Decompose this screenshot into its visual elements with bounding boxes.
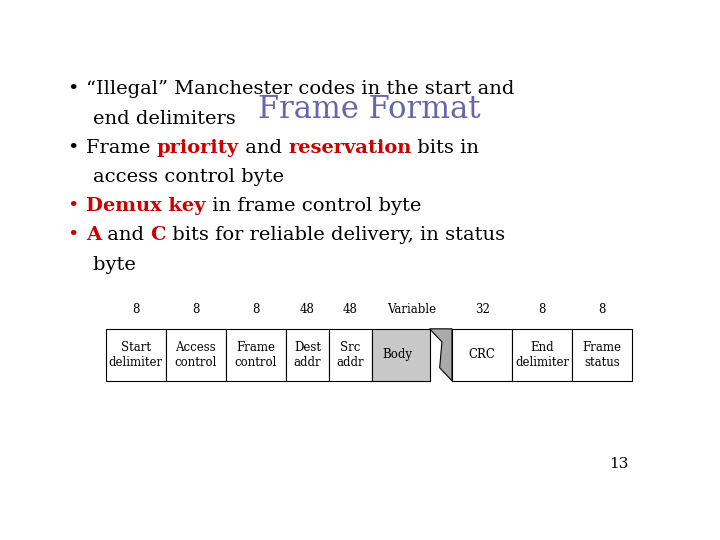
- Text: reservation: reservation: [288, 139, 411, 157]
- Text: 48: 48: [343, 303, 358, 316]
- Text: Dest
addr: Dest addr: [294, 341, 321, 369]
- Polygon shape: [430, 329, 452, 381]
- Text: Frame
status: Frame status: [582, 341, 622, 369]
- Text: 13: 13: [609, 457, 629, 471]
- Bar: [452, 329, 512, 381]
- Text: A: A: [86, 226, 101, 244]
- Text: End
delimiter: End delimiter: [515, 341, 570, 369]
- Text: byte: byte: [68, 255, 136, 273]
- Text: •: •: [68, 226, 86, 244]
- Bar: [329, 329, 372, 381]
- Text: 8: 8: [132, 303, 140, 316]
- Text: “Illegal” Manchester codes in the start and: “Illegal” Manchester codes in the start …: [86, 80, 514, 98]
- Text: Frame: Frame: [86, 139, 157, 157]
- Text: and: and: [239, 139, 288, 157]
- Text: end delimiters: end delimiters: [68, 110, 236, 127]
- Text: C: C: [150, 226, 166, 244]
- Text: bits in: bits in: [411, 139, 480, 157]
- Text: Access
control: Access control: [175, 341, 217, 369]
- Text: access control byte: access control byte: [68, 168, 284, 186]
- Text: 48: 48: [300, 303, 315, 316]
- Text: •: •: [68, 80, 86, 98]
- Text: 32: 32: [474, 303, 490, 316]
- Text: bits for reliable delivery, in status: bits for reliable delivery, in status: [166, 226, 505, 244]
- Bar: [286, 329, 329, 381]
- Text: in frame control byte: in frame control byte: [205, 197, 421, 215]
- Bar: [572, 329, 632, 381]
- Text: Variable: Variable: [387, 303, 436, 316]
- Text: and: and: [101, 226, 150, 244]
- Text: CRC: CRC: [469, 348, 495, 361]
- Bar: [226, 329, 286, 381]
- Text: priority: priority: [157, 139, 239, 157]
- Text: 8: 8: [539, 303, 546, 316]
- Text: •: •: [68, 139, 86, 157]
- Text: 8: 8: [598, 303, 606, 316]
- Text: Demux key: Demux key: [86, 197, 205, 215]
- Text: •: •: [68, 197, 86, 215]
- Text: Frame
control: Frame control: [235, 341, 277, 369]
- Bar: [512, 329, 572, 381]
- Text: 8: 8: [192, 303, 199, 316]
- Text: 8: 8: [252, 303, 260, 316]
- Text: Frame Format: Frame Format: [258, 94, 480, 125]
- Text: Src
addr: Src addr: [336, 341, 364, 369]
- Bar: [372, 329, 430, 381]
- Bar: [106, 329, 166, 381]
- Text: Body: Body: [383, 348, 413, 361]
- Text: Start
delimiter: Start delimiter: [109, 341, 163, 369]
- Bar: [166, 329, 226, 381]
